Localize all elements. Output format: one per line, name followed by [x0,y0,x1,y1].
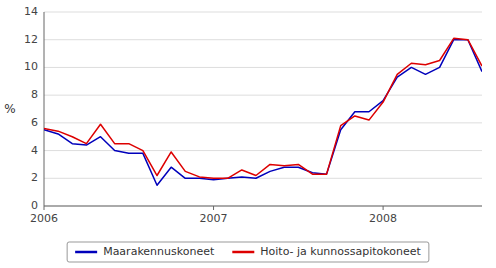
grid-line [44,12,482,13]
y-axis-line [44,12,45,206]
legend: Maarakennuskoneet Hoito- ja kunnossapitok… [67,242,429,262]
grid-line [44,150,482,151]
y-tick-label: 2 [31,171,38,184]
grid-line [44,67,482,68]
legend-label: Maarakennuskoneet [103,245,215,258]
grid-line [44,178,482,179]
legend-label: Hoito- ja kunnossapitokoneet [260,245,421,258]
x-tick-label: 2006 [30,212,58,225]
x-tick [383,206,384,210]
grid-line [44,95,482,96]
y-tick-label: 14 [24,5,38,18]
grid-line [44,39,482,40]
y-tick-label: 12 [24,33,38,46]
y-axis-label: % [4,102,15,116]
x-tick-label: 2007 [200,212,228,225]
chart-container: 0 2 4 6 8 10 12 14 2006 2007 2008% Maarakennuskonee… [0,0,496,268]
y-tick-label: 6 [31,116,38,129]
legend-frame [67,242,429,262]
x-tick [44,206,45,210]
y-tick-label: 10 [24,60,38,73]
grid-line [44,122,482,123]
legend-swatch [75,251,97,254]
plot-area [44,38,482,185]
x-tick [213,206,214,210]
y-tick-label: 4 [31,144,38,157]
legend-swatch [232,251,254,254]
y-tick-label: 8 [31,88,38,101]
x-axis-line [44,206,482,207]
series-line [44,40,482,186]
x-tick-label: 2008 [369,212,397,225]
grid-line [44,206,482,207]
grid [44,12,482,206]
y-tick-label: 0 [31,199,38,212]
chart: 0 2 4 6 8 10 12 14 2006 2007 2008% Maarakennuskonee… [0,0,496,268]
series-line [44,38,482,178]
